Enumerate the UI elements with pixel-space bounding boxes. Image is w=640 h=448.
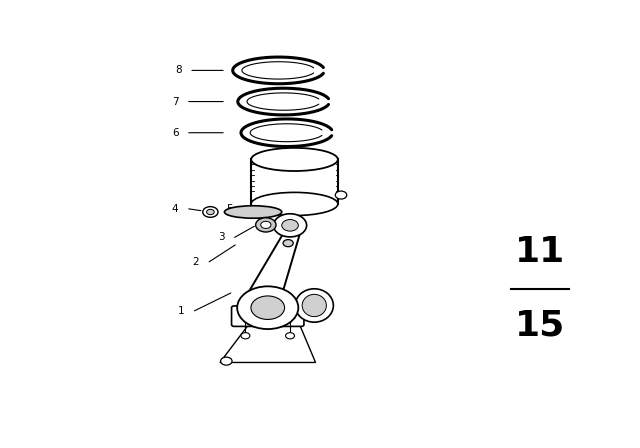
Polygon shape [220, 325, 316, 362]
Circle shape [221, 357, 232, 365]
Ellipse shape [295, 289, 333, 322]
Circle shape [207, 209, 214, 215]
Circle shape [260, 221, 271, 228]
Circle shape [251, 296, 285, 319]
Text: 15: 15 [515, 309, 565, 343]
Ellipse shape [302, 294, 326, 317]
Ellipse shape [251, 148, 338, 171]
Text: 2: 2 [192, 257, 199, 267]
Text: 8: 8 [175, 65, 182, 75]
Text: 6: 6 [172, 128, 179, 138]
Circle shape [255, 218, 276, 232]
Ellipse shape [251, 192, 338, 215]
FancyBboxPatch shape [232, 306, 304, 327]
Ellipse shape [225, 206, 282, 218]
Circle shape [237, 286, 298, 329]
Text: 7: 7 [172, 97, 179, 107]
Circle shape [282, 220, 298, 231]
Circle shape [273, 214, 307, 237]
Circle shape [241, 332, 250, 339]
Text: 5: 5 [226, 204, 233, 214]
Circle shape [283, 240, 293, 247]
Text: 1: 1 [178, 306, 184, 316]
Text: 4: 4 [172, 204, 179, 214]
Text: 3: 3 [218, 233, 225, 242]
Circle shape [285, 332, 294, 339]
Text: 11: 11 [515, 234, 565, 268]
Circle shape [335, 191, 347, 199]
Circle shape [203, 207, 218, 217]
